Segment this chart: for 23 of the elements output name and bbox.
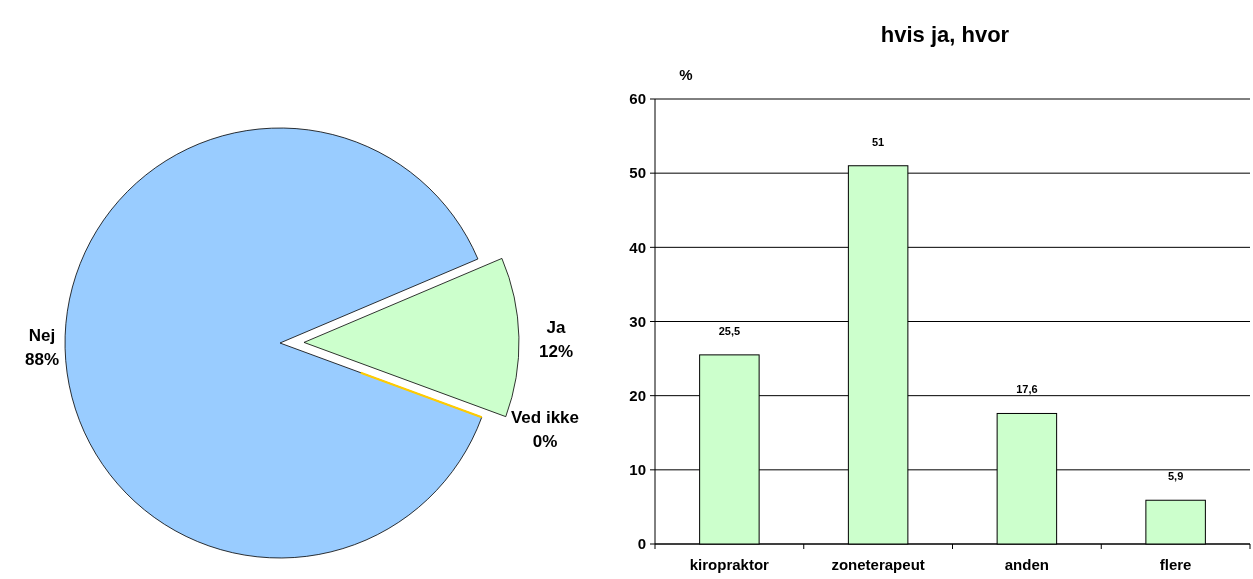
y-tick-label: 20 <box>629 386 646 404</box>
data-label: 5,9 <box>1167 470 1184 483</box>
data-label: 17,6 <box>1016 383 1038 396</box>
data-label: 12% <box>538 342 574 361</box>
chart-title: hvis ja, hvor <box>880 22 1010 47</box>
y-tick-label: 10 <box>629 461 646 479</box>
y-axis-title: % <box>679 66 693 83</box>
x-tick-label: zoneterapeut <box>831 556 925 573</box>
text: 0% <box>532 432 558 451</box>
data-label: 88% <box>24 350 60 369</box>
y-tick-label: 50 <box>629 164 646 182</box>
x-tick-label: kiropraktor <box>689 556 770 573</box>
category-label: Ved ikke <box>510 408 580 427</box>
y-tick-label: 40 <box>629 238 646 256</box>
y-tick-label: 0 <box>637 535 646 553</box>
x-tick-label: flere <box>1159 556 1192 573</box>
data-label: 51 <box>872 135 885 148</box>
y-tick-label: 60 <box>629 90 646 108</box>
data-label: 25,5 <box>718 324 741 337</box>
y-tick-label: 30 <box>629 312 646 330</box>
slice-label: Nej <box>28 326 56 345</box>
x-tick-label: anden <box>1004 556 1049 573</box>
slice-label: Ja <box>546 318 566 337</box>
